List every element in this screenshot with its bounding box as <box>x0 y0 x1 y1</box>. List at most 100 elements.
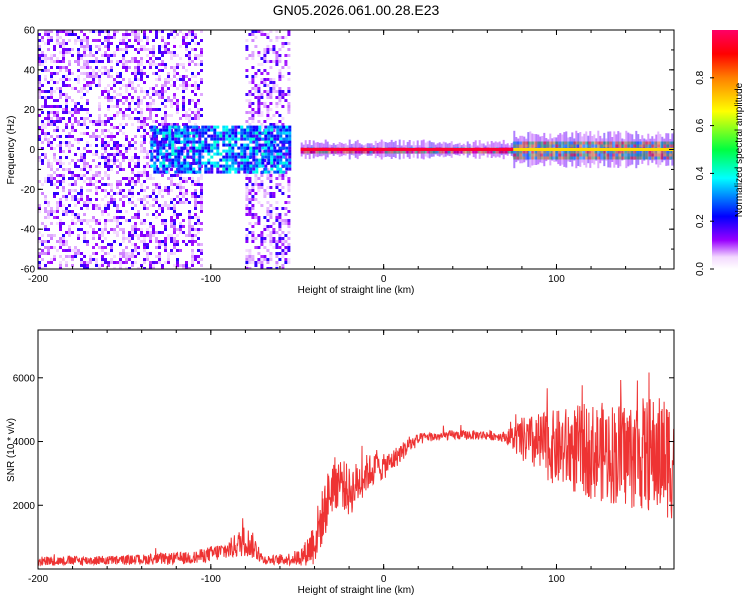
spectrogram-cell-r0 <box>104 54 107 57</box>
spectrogram-cell-r0 <box>176 243 179 246</box>
spectrogram-cell-r3 <box>237 164 241 168</box>
spectrogram-cell-r3 <box>273 125 277 129</box>
spectrogram-cell-r0 <box>47 141 50 144</box>
spectrogram-cell-r0 <box>62 168 65 171</box>
spectrogram-cell-r3 <box>186 155 190 159</box>
spectrogram-cell-r3 <box>231 143 235 147</box>
spectrogram-cell-r0 <box>71 255 74 258</box>
spectrogram-cell-r2 <box>275 246 279 249</box>
spectrogram-cell-r2 <box>248 33 252 36</box>
spectrogram-cell-r0 <box>101 210 104 213</box>
spectrogram-cell-r2 <box>251 66 255 69</box>
spectrogram-cell-r3 <box>264 137 268 141</box>
spectrogram-cell-r3 <box>180 167 184 171</box>
spectrogram-cell-r3 <box>240 167 244 171</box>
spectrogram-cell-r0 <box>89 258 92 261</box>
spectrogram-cell-r0 <box>95 51 98 54</box>
spectrogram-cell-r2 <box>275 255 279 258</box>
spectrogram-cell-r0 <box>182 75 185 78</box>
spectrogram-cell-r2 <box>257 189 261 192</box>
spectrogram-cell-r3 <box>246 143 250 147</box>
spectrogram-cell-r0 <box>179 30 182 33</box>
spectrogram-cell-r3 <box>165 137 169 141</box>
spectrogram-cell-r0 <box>137 129 140 132</box>
spectrogram-cell-r3 <box>198 146 202 150</box>
spectrogram-cell-r0 <box>161 195 164 198</box>
spectrogram-cell-r0 <box>92 234 95 237</box>
spectrogram-cell-r0 <box>161 264 164 267</box>
spectrogram-cell-r0 <box>62 78 65 81</box>
spectrogram-cell-r0 <box>152 189 155 192</box>
spectrogram-cell-r2 <box>251 54 255 57</box>
spectrogram-cell-r0 <box>98 174 101 177</box>
spectrogram-cell-r0 <box>149 135 152 138</box>
spectrogram-cell-r0 <box>74 189 77 192</box>
spectrogram-cell-r0 <box>197 231 200 234</box>
spectrogram-cell-r0 <box>107 30 110 33</box>
spectrogram-cell-r0 <box>101 183 104 186</box>
spectrogram-cell-r0 <box>101 153 104 156</box>
spectrogram-cell-r0 <box>191 36 194 39</box>
spectrogram-cell-r0 <box>197 201 200 204</box>
y-tick-label: 60 <box>24 26 36 37</box>
spectrogram-cell-r2 <box>251 33 255 36</box>
spectrogram-cell-r2 <box>254 90 258 93</box>
spectrogram-cell-r2 <box>275 39 279 42</box>
spectrogram-cell-r3 <box>183 167 187 171</box>
spectrogram-cell-r0 <box>158 90 161 93</box>
spectrogram-cell-r2 <box>278 93 282 96</box>
x-tick-label: 100 <box>548 274 565 285</box>
spectrogram-cell-r2 <box>251 216 255 219</box>
spectrogram-cell-r3 <box>213 131 217 135</box>
spectrogram-cell-r0 <box>44 264 47 267</box>
spectrogram-cell-r3 <box>249 128 253 132</box>
spectrogram-cell-r0 <box>98 237 101 240</box>
spectrogram-cell-r0 <box>185 36 188 39</box>
spectrogram-cell-r0 <box>59 51 62 54</box>
spectrogram-cell-r2 <box>287 243 291 246</box>
spectrogram-cell-r0 <box>140 228 143 231</box>
spectrogram-cell-r3 <box>153 149 157 153</box>
spectrogram-cell-r3 <box>273 137 277 141</box>
spectrogram-cell-r3 <box>195 128 199 132</box>
spectrogram-cell-r0 <box>143 189 146 192</box>
spectrogram-cell-r0 <box>179 117 182 120</box>
spectrogram-cell-r0 <box>200 207 203 210</box>
spectrogram-cell-r3 <box>288 167 292 171</box>
spectrogram-cell-r2 <box>245 48 249 51</box>
spectrogram-cell-r3 <box>177 131 181 135</box>
spectrogram-cell-r2 <box>263 225 267 228</box>
spectrogram-cell-r3 <box>150 155 154 159</box>
spectrogram-cell-r0 <box>110 195 113 198</box>
spectrogram-cell-r0 <box>188 54 191 57</box>
spectrogram-cell-r0 <box>101 147 104 150</box>
spectrogram-cell-r2 <box>251 225 255 228</box>
spectrogram-cell-r3 <box>279 134 283 138</box>
spectrogram-cell-r0 <box>125 99 128 102</box>
spectrogram-cell-r0 <box>107 33 110 36</box>
spectrogram-cell-r0 <box>155 237 158 240</box>
spectrogram-cell-r0 <box>149 117 152 120</box>
spectrogram-cell-r0 <box>38 204 41 207</box>
spectrogram-cell-r3 <box>198 131 202 135</box>
spectrogram-cell-r0 <box>98 117 101 120</box>
spectrogram-cell-r0 <box>116 234 119 237</box>
spectrogram-cell-r0 <box>44 126 47 129</box>
spectrogram-cell-r0 <box>191 261 194 264</box>
spectrogram-cell-r0 <box>50 162 53 165</box>
spectrogram-cell-r2 <box>269 252 273 255</box>
spectrogram-cell-r0 <box>98 39 101 42</box>
spectrogram-cell-r3 <box>240 125 244 129</box>
spectrogram-cell-r2 <box>269 102 273 105</box>
spectrogram-cell-r0 <box>176 99 179 102</box>
spectrogram-cell-r0 <box>80 195 83 198</box>
spectrogram-cell-r0 <box>149 174 152 177</box>
spectrogram-cell-r3 <box>204 161 208 165</box>
spectrogram-cell-r2 <box>245 177 249 180</box>
spectrogram-cell-r0 <box>74 195 77 198</box>
spectrogram-cell-r0 <box>47 144 50 147</box>
spectrogram-cell-r2 <box>263 237 267 240</box>
spectrogram-cell-r0 <box>173 75 176 78</box>
spectrogram-cell-r3 <box>162 137 166 141</box>
spectrogram-cell-r0 <box>101 132 104 135</box>
